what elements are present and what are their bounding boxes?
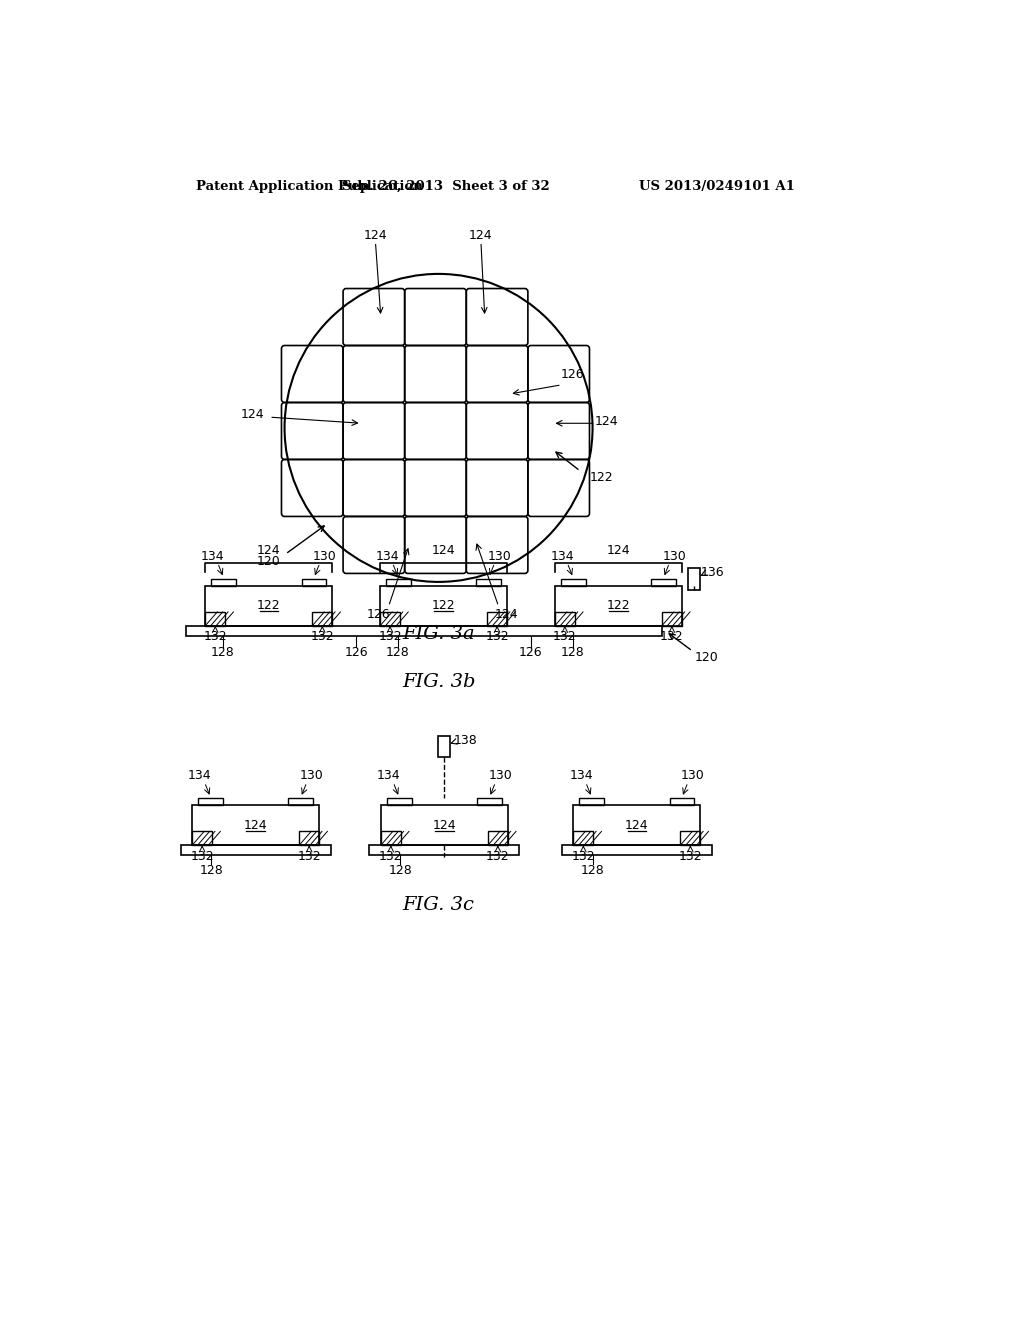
Text: 130: 130: [681, 770, 705, 783]
Text: 122: 122: [432, 599, 456, 612]
Text: 124: 124: [244, 818, 267, 832]
Bar: [651, 578, 676, 586]
Bar: [370, 845, 519, 855]
Bar: [561, 578, 586, 586]
Text: 138: 138: [454, 734, 477, 747]
Text: 122: 122: [590, 471, 613, 483]
Text: 130: 130: [488, 770, 512, 783]
Text: 132: 132: [571, 850, 595, 862]
Bar: [289, 799, 313, 805]
Text: 122: 122: [606, 599, 630, 612]
Bar: [199, 799, 223, 805]
Bar: [487, 612, 507, 626]
Bar: [380, 612, 400, 626]
Text: 128: 128: [200, 865, 223, 878]
Bar: [386, 578, 411, 586]
Text: 126: 126: [367, 607, 390, 620]
Text: 132: 132: [486, 850, 510, 862]
Bar: [387, 799, 412, 805]
Text: 132: 132: [679, 850, 702, 862]
Text: Patent Application Publication: Patent Application Publication: [196, 181, 423, 194]
Text: 130: 130: [663, 550, 686, 564]
Text: FIG. 3a: FIG. 3a: [402, 626, 475, 643]
Text: 134: 134: [188, 770, 212, 783]
Bar: [380, 586, 507, 626]
Text: 134: 134: [569, 770, 593, 783]
Bar: [680, 832, 700, 845]
Bar: [562, 845, 712, 855]
Bar: [573, 805, 700, 845]
Text: FIG. 3c: FIG. 3c: [402, 896, 474, 915]
Text: 134: 134: [376, 550, 399, 564]
Text: 128: 128: [388, 865, 412, 878]
Bar: [186, 626, 662, 636]
Text: 136: 136: [700, 566, 725, 579]
Text: 134: 134: [377, 770, 400, 783]
Text: 134: 134: [551, 550, 574, 564]
Text: 120: 120: [694, 651, 719, 664]
Text: 124: 124: [606, 544, 630, 557]
Bar: [477, 799, 502, 805]
Text: 124: 124: [495, 607, 518, 620]
Text: 124: 124: [625, 818, 648, 832]
Text: 126: 126: [561, 367, 585, 380]
Bar: [580, 799, 604, 805]
Text: 134: 134: [201, 550, 224, 564]
Bar: [180, 845, 331, 855]
Bar: [688, 568, 700, 590]
Text: 124: 124: [241, 408, 264, 421]
Text: 128: 128: [581, 865, 604, 878]
Bar: [301, 578, 326, 586]
Text: 126: 126: [344, 647, 368, 659]
Text: 130: 130: [300, 770, 324, 783]
Text: 128: 128: [211, 647, 234, 659]
Bar: [555, 586, 682, 626]
Text: 130: 130: [312, 550, 337, 564]
Text: 126: 126: [519, 647, 543, 659]
Text: US 2013/0249101 A1: US 2013/0249101 A1: [639, 181, 795, 194]
Bar: [381, 805, 508, 845]
Text: 128: 128: [561, 647, 585, 659]
Bar: [211, 578, 237, 586]
Bar: [381, 832, 400, 845]
Bar: [205, 586, 333, 626]
Text: FIG. 3b: FIG. 3b: [401, 673, 475, 690]
Text: 124: 124: [432, 818, 456, 832]
Bar: [299, 832, 319, 845]
Text: 132: 132: [378, 630, 401, 643]
Text: 124: 124: [469, 228, 493, 242]
Text: 128: 128: [386, 647, 410, 659]
Bar: [193, 805, 319, 845]
Text: 120: 120: [257, 556, 281, 569]
Text: 132: 132: [190, 850, 214, 862]
Bar: [312, 612, 333, 626]
Text: 132: 132: [379, 850, 402, 862]
Text: 132: 132: [204, 630, 227, 643]
Bar: [487, 832, 508, 845]
Text: 132: 132: [297, 850, 321, 862]
Text: 124: 124: [364, 228, 387, 242]
Bar: [573, 832, 593, 845]
Text: 124: 124: [595, 416, 618, 428]
Bar: [476, 578, 501, 586]
Text: 132: 132: [660, 630, 684, 643]
Bar: [662, 612, 682, 626]
Text: 124: 124: [257, 544, 281, 557]
Bar: [193, 832, 212, 845]
Bar: [438, 737, 451, 758]
Text: 132: 132: [553, 630, 577, 643]
Bar: [205, 612, 225, 626]
Text: 124: 124: [432, 544, 456, 557]
Text: 122: 122: [257, 599, 281, 612]
Bar: [670, 799, 694, 805]
Text: Sep. 26, 2013  Sheet 3 of 32: Sep. 26, 2013 Sheet 3 of 32: [342, 181, 550, 194]
Text: 130: 130: [487, 550, 511, 564]
Text: 132: 132: [485, 630, 509, 643]
Bar: [555, 612, 574, 626]
Text: 132: 132: [310, 630, 334, 643]
